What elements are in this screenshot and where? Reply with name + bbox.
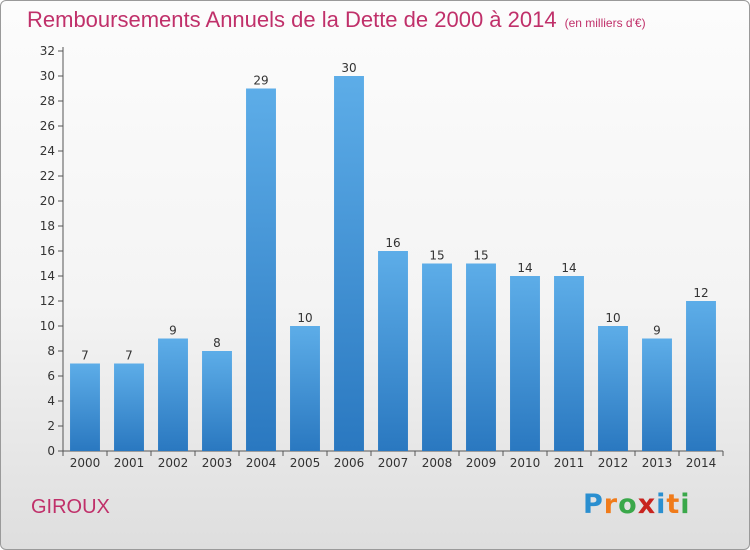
data-label: 9	[169, 324, 177, 338]
bars	[70, 76, 716, 451]
y-tick-label: 6	[47, 369, 55, 383]
logo-letter: t	[666, 489, 681, 520]
bar	[422, 263, 452, 451]
y-tick-label: 24	[40, 144, 55, 158]
bar	[466, 263, 496, 451]
logo-letter: x	[637, 489, 657, 520]
data-label: 12	[693, 286, 708, 300]
x-tick-label: 2004	[246, 456, 277, 470]
x-tick-label: 2003	[202, 456, 233, 470]
x-tick-label: 2014	[686, 456, 717, 470]
data-labels: 7 7 9 8 29 10 30 16 15 15 14 14 10 9 12	[81, 61, 708, 363]
y-tick-label: 30	[40, 69, 55, 83]
bar	[642, 338, 672, 451]
y-tick-label: 26	[40, 119, 55, 133]
y-tick-label: 12	[40, 294, 55, 308]
x-tick-label: 2000	[70, 456, 101, 470]
data-label: 15	[473, 249, 488, 263]
y-tick-label: 22	[40, 169, 55, 183]
logo-letter: i	[680, 489, 691, 520]
y-tick-label: 18	[40, 219, 55, 233]
x-tick-label: 2001	[114, 456, 145, 470]
bar	[158, 338, 188, 451]
x-tick-label: 2013	[642, 456, 673, 470]
y-tick-label: 32	[40, 44, 55, 58]
x-tick-label: 2006	[334, 456, 365, 470]
proxiti-logo: Proxiti	[583, 489, 691, 520]
logo-letter: i	[656, 489, 667, 520]
x-tick-label: 2008	[422, 456, 453, 470]
x-tick-label: 2009	[466, 456, 497, 470]
y-tick-label: 8	[47, 344, 55, 358]
x-tick-label: 2012	[598, 456, 629, 470]
bar	[290, 326, 320, 451]
y-tick-label: 14	[40, 269, 55, 283]
data-label: 14	[561, 261, 576, 275]
data-label: 7	[81, 349, 89, 363]
data-label: 9	[653, 324, 661, 338]
data-label: 29	[253, 74, 268, 88]
x-tick-label: 2010	[510, 456, 541, 470]
bar	[554, 276, 584, 451]
chart-title-text: Remboursements Annuels de la Dette de 20…	[27, 7, 557, 32]
logo-letter: r	[603, 489, 619, 520]
y-tick-label: 28	[40, 94, 55, 108]
data-label: 16	[385, 236, 400, 250]
y-tick-label: 4	[47, 394, 55, 408]
y-tick-label: 0	[47, 444, 55, 458]
x-tick-label: 2007	[378, 456, 409, 470]
y-tick-label: 16	[40, 244, 55, 258]
y-tick-label: 20	[40, 194, 55, 208]
x-axis: 2000 2001 2002 2003 2004 2005 2006 2007 2008 2009…	[62, 450, 724, 470]
data-label: 30	[341, 61, 356, 75]
data-label: 15	[429, 249, 444, 263]
y-tick-label: 2	[47, 419, 55, 433]
x-tick-label: 2011	[554, 456, 585, 470]
bar	[334, 76, 364, 451]
bar	[598, 326, 628, 451]
y-tick-label: 10	[40, 319, 55, 333]
chart-subtitle: (en milliers d'€)	[564, 16, 646, 30]
bar	[114, 363, 144, 451]
bar	[246, 88, 276, 451]
data-label: 14	[517, 261, 532, 275]
data-label: 10	[297, 311, 312, 325]
logo-letter: o	[618, 489, 638, 520]
commune-name: GIROUX	[31, 496, 110, 518]
bar	[378, 251, 408, 451]
data-label: 7	[125, 349, 133, 363]
data-label: 8	[213, 336, 221, 350]
bar	[70, 363, 100, 451]
logo-letter: P	[583, 489, 604, 520]
data-label: 10	[605, 311, 620, 325]
chart-title: Remboursements Annuels de la Dette de 20…	[27, 7, 646, 33]
bar	[686, 301, 716, 451]
bar	[202, 351, 232, 451]
x-tick-label: 2002	[158, 456, 189, 470]
bar	[510, 276, 540, 451]
x-tick-label: 2005	[290, 456, 321, 470]
